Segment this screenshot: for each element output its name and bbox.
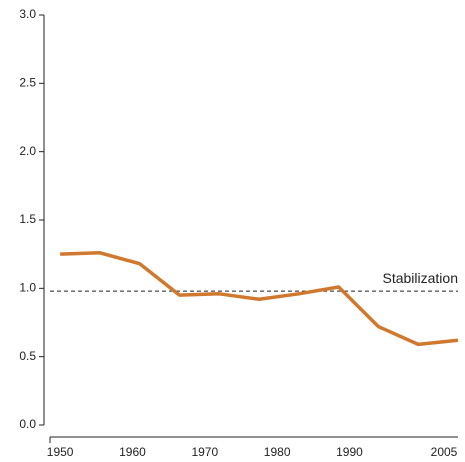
- y-tick-label: 2.0: [19, 144, 36, 158]
- x-tick-label: 1980: [264, 445, 291, 459]
- y-tick-label: 2.5: [19, 76, 36, 90]
- x-tick-label: 1990: [336, 445, 363, 459]
- y-tick-label: 0.0: [19, 417, 36, 431]
- x-tick-label: 1950: [47, 445, 74, 459]
- x-tick-label: 2005: [431, 445, 458, 459]
- y-tick-label: 0.5: [19, 349, 36, 363]
- x-tick-label: 1960: [119, 445, 146, 459]
- reference-label: Stabilization: [383, 270, 459, 286]
- y-tick-label: 1.5: [19, 212, 36, 226]
- data-line: [60, 251, 459, 347]
- x-tick-label: 1970: [191, 445, 218, 459]
- y-tick-label: 1.0: [19, 281, 36, 295]
- y-tick-label: 3.0: [19, 7, 36, 21]
